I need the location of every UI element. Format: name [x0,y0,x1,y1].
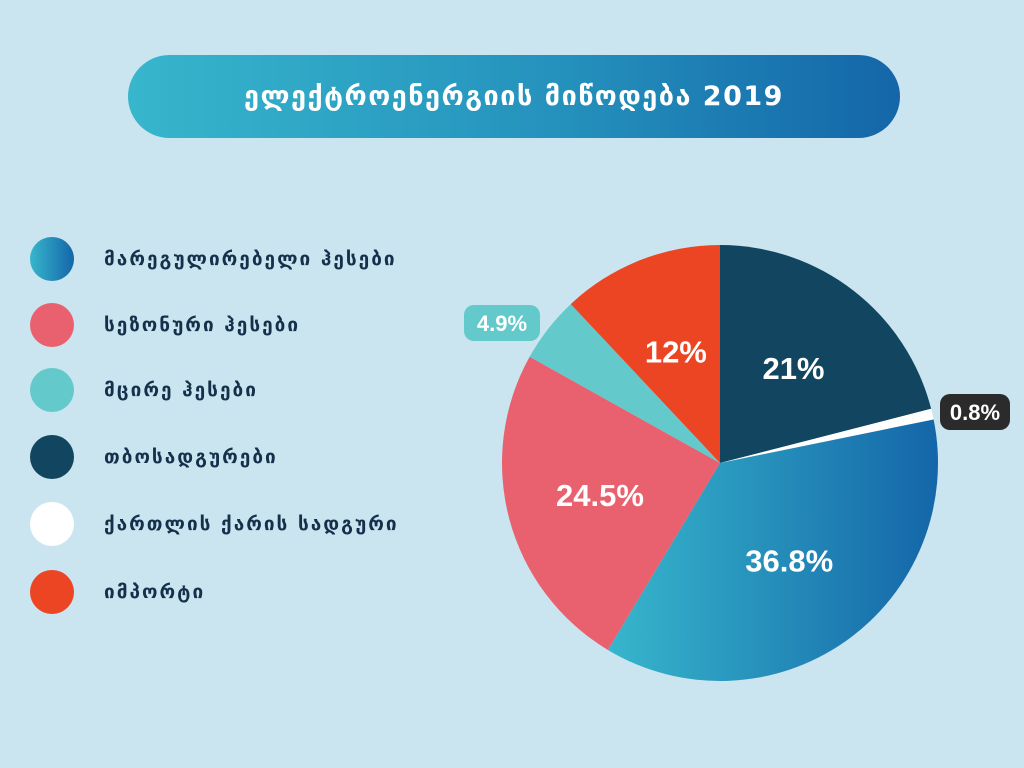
page-title: ელექტროენერგიის მიწოდება 2019 [244,81,784,112]
legend-item-seasonal-hpp: სეზონური ჰესები [30,302,500,348]
legend-swatch-small-hpp [30,368,74,412]
pie-slice-small-hpp [529,304,720,463]
legend-item-import: იმპორტი [30,569,500,615]
pie-slice-thermal [720,245,932,463]
legend-swatch-import [30,570,74,614]
slice-label-seasonal-hpp: 24.5% [556,478,644,513]
slice-label-wind: 0.8% [950,400,1000,425]
legend-item-regulating-hpp: მარეგულირებელი ჰესები [30,236,500,282]
slice-label-regulating-hpp: 36.8% [745,544,833,579]
slice-label-thermal: 21% [762,351,824,386]
legend-label-small-hpp: მცირე ჰესები [104,379,258,401]
pie-slice-import [570,245,720,463]
legend-label-wind: ქართლის ქარის სადგური [104,513,399,535]
slice-callout-small-hpp: 4.9% [464,305,540,341]
legend-swatch-seasonal-hpp [30,303,74,347]
slice-callout-wind: 0.8% [940,394,1010,430]
pie-slice-seasonal-hpp [501,356,720,650]
legend-label-regulating-hpp: მარეგულირებელი ჰესები [104,248,397,270]
legend-item-small-hpp: მცირე ჰესები [30,367,500,413]
legend-swatch-thermal [30,435,74,479]
pie-slice-regulating-hpp [607,419,938,681]
legend-swatch-regulating-hpp [30,237,74,281]
slice-label-small-hpp: 4.9% [477,311,527,336]
legend-label-thermal: თბოსადგურები [104,446,278,468]
legend-label-seasonal-hpp: სეზონური ჰესები [104,314,301,336]
legend-item-thermal: თბოსადგურები [30,434,500,480]
legend-label-import: იმპორტი [104,581,206,603]
legend-swatch-wind [30,502,74,546]
pie-slice-wind [720,408,934,463]
callout-box-wind [940,394,1010,430]
callout-box-small-hpp [464,305,540,341]
title-banner: ელექტროენერგიის მიწოდება 2019 [128,55,900,138]
legend-item-wind: ქართლის ქარის სადგური [30,501,500,547]
slice-label-import: 12% [645,334,707,369]
